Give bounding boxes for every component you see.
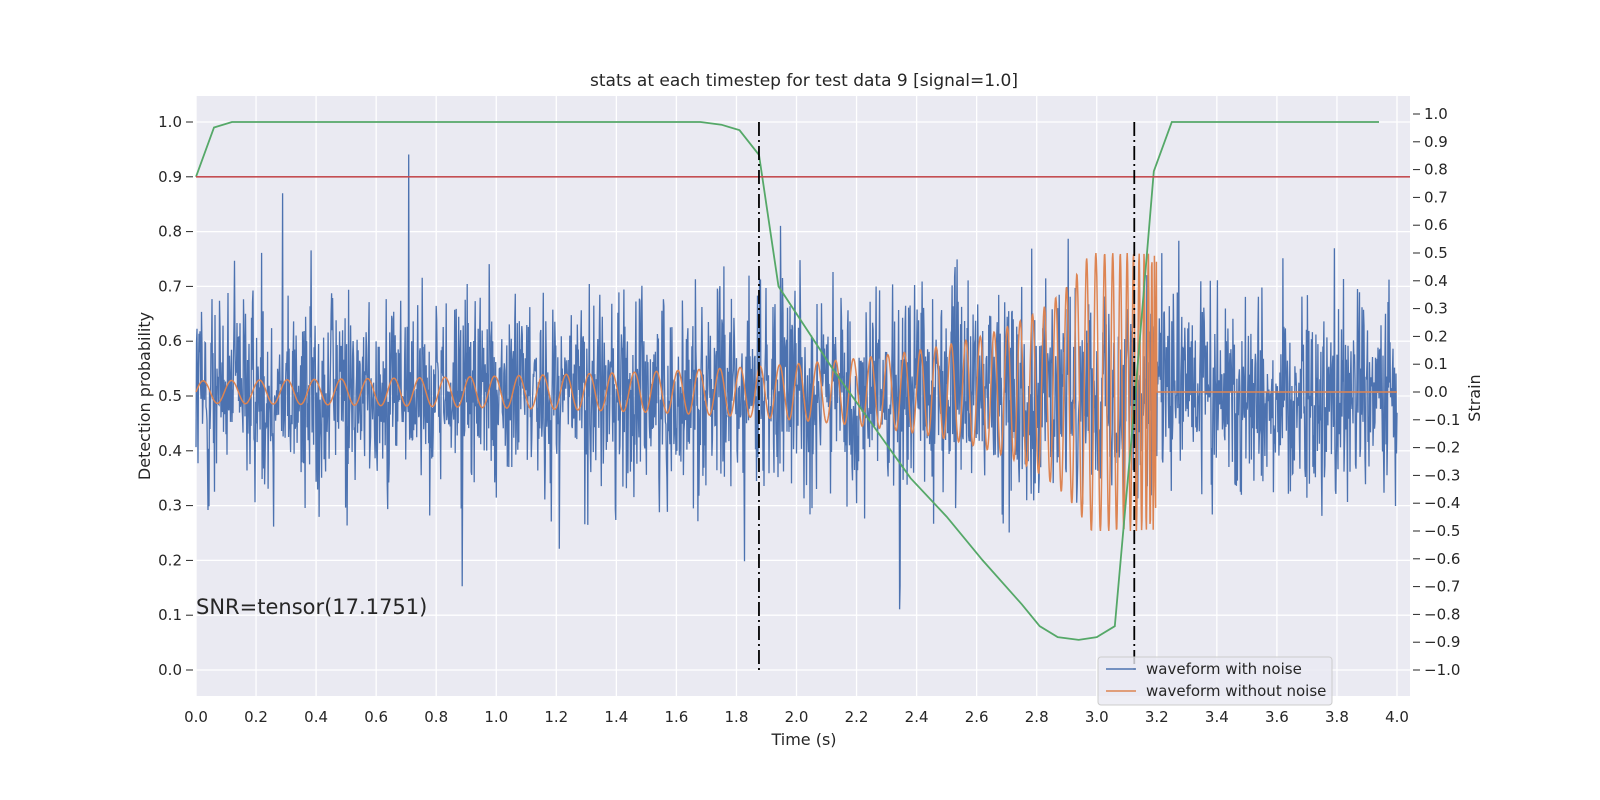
y-right-tick-label: 0.1 (1424, 355, 1448, 373)
x-tick-label: 1.2 (544, 708, 568, 726)
detection-probability-layer (195, 121, 1379, 641)
y-right-tick-label: −0.2 (1424, 439, 1460, 457)
x-tick-label: 1.0 (484, 708, 508, 726)
x-tick-label: 2.2 (845, 708, 869, 726)
y-right-tick-label: −0.6 (1424, 550, 1460, 568)
y-right-tick-label: 0.0 (1424, 383, 1448, 401)
x-tick-label: 2.4 (905, 708, 929, 726)
y-left-tick-labels: 0.0 0.1 0.2 0.3 0.4 0.5 0.6 0.7 0.8 0.9 1.0 (158, 113, 193, 679)
legend-label-noise: waveform with noise (1146, 660, 1302, 678)
series-waveform-without-noise (195, 252, 1397, 532)
y-right-tick-label: −0.8 (1424, 605, 1460, 623)
x-tick-label: 0.0 (184, 708, 208, 726)
y-left-tick-label: 0.0 (158, 661, 182, 679)
chart-title: stats at each timestep for test data 9 [… (590, 71, 1018, 91)
snr-annotation: SNR=tensor(17.1751) (196, 595, 427, 619)
y-left-tick-label: 0.5 (158, 387, 182, 405)
series-noise-layer (195, 154, 1398, 610)
y-right-tick-label: −0.7 (1424, 578, 1460, 596)
y-right-tick-label: 0.4 (1424, 272, 1448, 290)
y-left-tick-label: 0.8 (158, 223, 182, 241)
x-tick-label: 3.6 (1265, 708, 1289, 726)
y-axis-label-right: Strain (1465, 374, 1484, 421)
x-tick-label: 4.0 (1385, 708, 1409, 726)
y-right-tick-label: 0.8 (1424, 161, 1448, 179)
x-tick-label: 0.4 (304, 708, 328, 726)
x-tick-label: 3.0 (1085, 708, 1109, 726)
y-left-tick-label: 0.3 (158, 497, 182, 515)
series-chirp-layer (195, 252, 1397, 532)
y-right-tick-label: 0.2 (1424, 327, 1448, 345)
x-tick-labels: 0.0 0.2 0.4 0.6 0.8 1.0 1.2 1.4 1.6 1.8 2.0 2.2 2.4 2… (184, 708, 1409, 726)
y-right-tick-label: −0.9 (1424, 633, 1460, 651)
x-tick-label: 2.0 (785, 708, 809, 726)
legend-box (1097, 656, 1333, 706)
y-right-tick-label: 0.9 (1424, 133, 1448, 151)
x-tick-label: 1.6 (664, 708, 688, 726)
y-right-tick-label: −0.4 (1424, 494, 1460, 512)
y-left-tick-label: 0.9 (158, 168, 182, 186)
x-axis-label: Time (s) (770, 730, 836, 749)
y-left-tick-label: 0.1 (158, 606, 182, 624)
y-left-tick-label: 0.7 (158, 277, 182, 295)
x-tick-label: 0.2 (244, 708, 268, 726)
x-tick-label: 0.8 (424, 708, 448, 726)
detection-probability-line (195, 121, 1379, 641)
y-right-tick-label: 1.0 (1424, 105, 1448, 123)
y-axis-label-left: Detection probability (135, 312, 154, 480)
y-left-tick-label: 0.6 (158, 332, 182, 350)
x-tick-label: 1.4 (604, 708, 628, 726)
y-left-tick-label: 1.0 (158, 113, 182, 131)
x-tick-label: 0.6 (364, 708, 388, 726)
y-right-tick-label: −1.0 (1424, 661, 1460, 679)
y-right-tick-labels: −1.0 −0.9 −0.8 −0.7 −0.6 −0.5 −0.4 −0.3 −0.2 −0.1… (1413, 105, 1460, 679)
y-right-tick-label: 0.6 (1424, 216, 1448, 234)
y-right-tick-label: 0.7 (1424, 188, 1448, 206)
series-waveform-with-noise (195, 154, 1398, 610)
y-left-tick-label: 0.2 (158, 551, 182, 569)
y-right-tick-label: 0.3 (1424, 300, 1448, 318)
x-tick-label: 2.8 (1025, 708, 1049, 726)
vertical-markers-layer (758, 122, 1136, 670)
x-tick-label: 3.4 (1205, 708, 1229, 726)
x-tick-label: 2.6 (965, 708, 989, 726)
y-right-tick-label: 0.5 (1424, 244, 1448, 262)
x-tick-label: 3.8 (1325, 708, 1349, 726)
legend-label-no-noise: waveform without noise (1146, 682, 1326, 700)
y-right-tick-label: −0.3 (1424, 466, 1460, 484)
y-right-tick-label: −0.1 (1424, 411, 1460, 429)
x-tick-label: 1.8 (725, 708, 749, 726)
legend: waveform with noise waveform without noi… (1097, 656, 1333, 706)
x-tick-label: 3.2 (1145, 708, 1169, 726)
y-left-tick-label: 0.4 (158, 442, 182, 460)
y-right-tick-label: −0.5 (1424, 522, 1460, 540)
